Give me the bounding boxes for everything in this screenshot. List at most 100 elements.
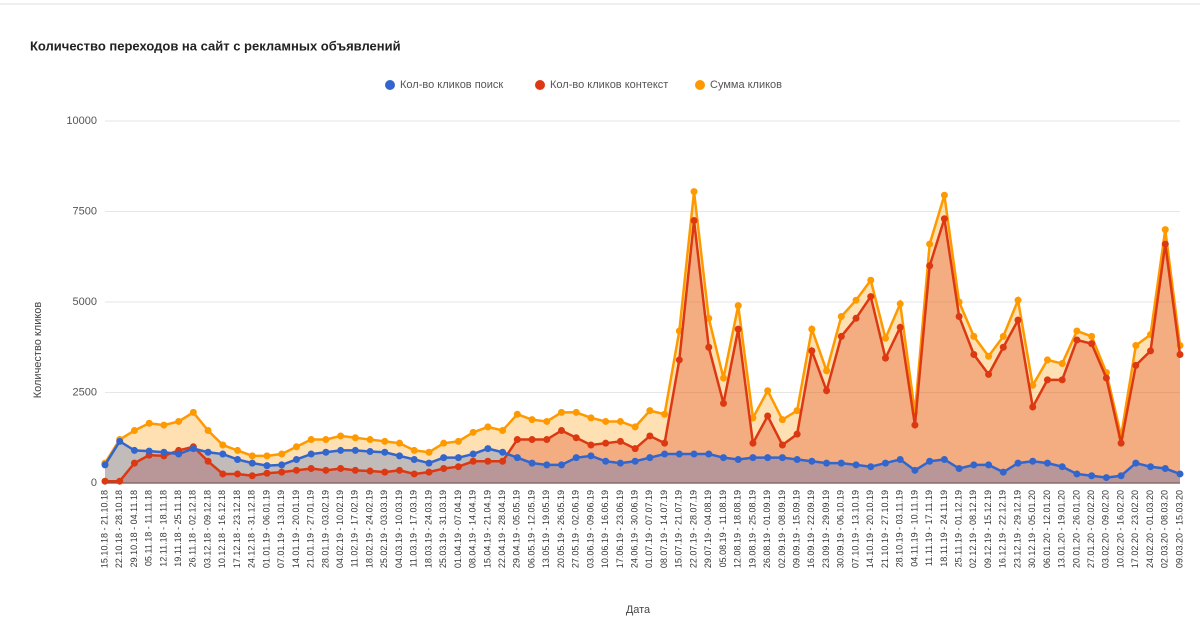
- point: [764, 412, 772, 420]
- point: [955, 465, 963, 473]
- point: [749, 414, 757, 422]
- x-tick-label: 23.09.19 - 29.09.19: [821, 490, 831, 568]
- x-tick-label: 01.07.19 - 07.07.19: [644, 490, 654, 568]
- x-tick-label: 11.03.19 - 17.03.19: [409, 490, 419, 567]
- point: [1088, 340, 1096, 348]
- point: [234, 470, 242, 478]
- point: [985, 352, 993, 360]
- point: [985, 370, 993, 378]
- point: [1029, 457, 1037, 465]
- point: [440, 439, 448, 447]
- point: [852, 314, 860, 322]
- point: [1147, 347, 1155, 355]
- point: [425, 459, 433, 467]
- point: [145, 419, 153, 427]
- point: [175, 450, 183, 458]
- point: [823, 387, 831, 395]
- x-tick-label: 20.05.19 - 26.05.19: [556, 490, 566, 568]
- point: [719, 399, 727, 407]
- point: [616, 437, 624, 445]
- x-tick-label: 10.12.18 - 16.12.18: [217, 490, 227, 568]
- x-tick-label: 05.11.18 - 11.11.18: [144, 490, 154, 566]
- x-tick-label: 01.04.19 - 07.04.19: [453, 490, 463, 568]
- x-tick-label: 24.02.20 - 01.03.20: [1145, 490, 1155, 568]
- x-tick-label: 17.12.18 - 23.12.18: [232, 490, 242, 568]
- point: [543, 461, 551, 469]
- legend-label: Сумма кликов: [710, 79, 782, 91]
- x-tick-label: 21.01.19 - 27.01.19: [306, 490, 316, 568]
- point: [749, 439, 757, 447]
- legend-swatch: [695, 80, 705, 90]
- x-tick-label: 14.10.19 - 20.10.19: [865, 490, 875, 568]
- point: [1102, 474, 1110, 482]
- x-tick-label: 18.02.19 - 24.02.19: [364, 490, 374, 568]
- x-tick-label: 01.01.19 - 06.01.19: [261, 490, 271, 568]
- point: [837, 312, 845, 320]
- x-tick-label: 25.02.19 - 03.03.19: [379, 490, 389, 568]
- x-tick-label: 11.11.19 - 17.11.19: [924, 490, 934, 566]
- x-tick-label: 03.12.18 - 09.12.18: [202, 490, 212, 568]
- point: [837, 332, 845, 340]
- x-tick-label: 02.03.20 - 08.03.20: [1160, 490, 1170, 568]
- x-tick-label: 09.12.19 - 15.12.19: [983, 490, 993, 568]
- point: [543, 436, 551, 444]
- point: [1014, 316, 1022, 324]
- point: [499, 427, 507, 435]
- point: [631, 445, 639, 453]
- point: [881, 334, 889, 342]
- point: [926, 457, 934, 465]
- point: [248, 459, 256, 467]
- point: [130, 427, 138, 435]
- point: [528, 459, 536, 467]
- x-tick-label: 26.11.18 - 02.12.18: [188, 490, 198, 567]
- point: [808, 325, 816, 333]
- point: [528, 436, 536, 444]
- x-tick-label: 18.11.19 - 24.11.19: [939, 490, 949, 567]
- point: [175, 417, 183, 425]
- point: [867, 276, 875, 284]
- point: [778, 416, 786, 424]
- x-tick-label: 22.10.18 - 28.10.18: [114, 490, 124, 568]
- point: [705, 314, 713, 322]
- point: [189, 408, 197, 416]
- point: [1073, 336, 1081, 344]
- point: [145, 447, 153, 455]
- point: [985, 461, 993, 469]
- point: [1132, 361, 1140, 369]
- point: [1161, 240, 1169, 248]
- x-tick-label: 25.11.19 - 01.12.19: [953, 490, 963, 567]
- point: [911, 421, 919, 429]
- x-tick-label: 20.01.20 - 26.01.20: [1071, 490, 1081, 568]
- point: [926, 240, 934, 248]
- point: [454, 437, 462, 445]
- point: [1073, 470, 1081, 478]
- point: [881, 354, 889, 362]
- y-tick-label: 10000: [66, 115, 97, 127]
- point: [469, 457, 477, 465]
- x-tick-label: 03.02.20 - 09.02.20: [1101, 490, 1111, 568]
- x-tick-label: 10.02.20 - 16.02.20: [1115, 490, 1125, 568]
- point: [351, 466, 359, 474]
- point: [513, 410, 521, 418]
- point: [351, 434, 359, 442]
- point: [234, 455, 242, 463]
- y-tick-label: 0: [91, 477, 97, 489]
- point: [705, 450, 713, 458]
- x-tick-label: 09.09.19 - 15.09.19: [791, 490, 801, 568]
- point: [292, 466, 300, 474]
- point: [484, 457, 492, 465]
- point: [778, 454, 786, 462]
- legend-swatch: [535, 80, 545, 90]
- point: [322, 448, 330, 456]
- point: [410, 446, 418, 454]
- point: [1176, 470, 1184, 478]
- point: [881, 459, 889, 467]
- area-fill: [105, 191, 1180, 483]
- point: [381, 448, 389, 456]
- point: [292, 455, 300, 463]
- point: [896, 300, 904, 308]
- point: [587, 414, 595, 422]
- point: [1147, 463, 1155, 471]
- point: [690, 217, 698, 225]
- x-tick-label: 10.06.19 - 16.06.19: [600, 490, 610, 568]
